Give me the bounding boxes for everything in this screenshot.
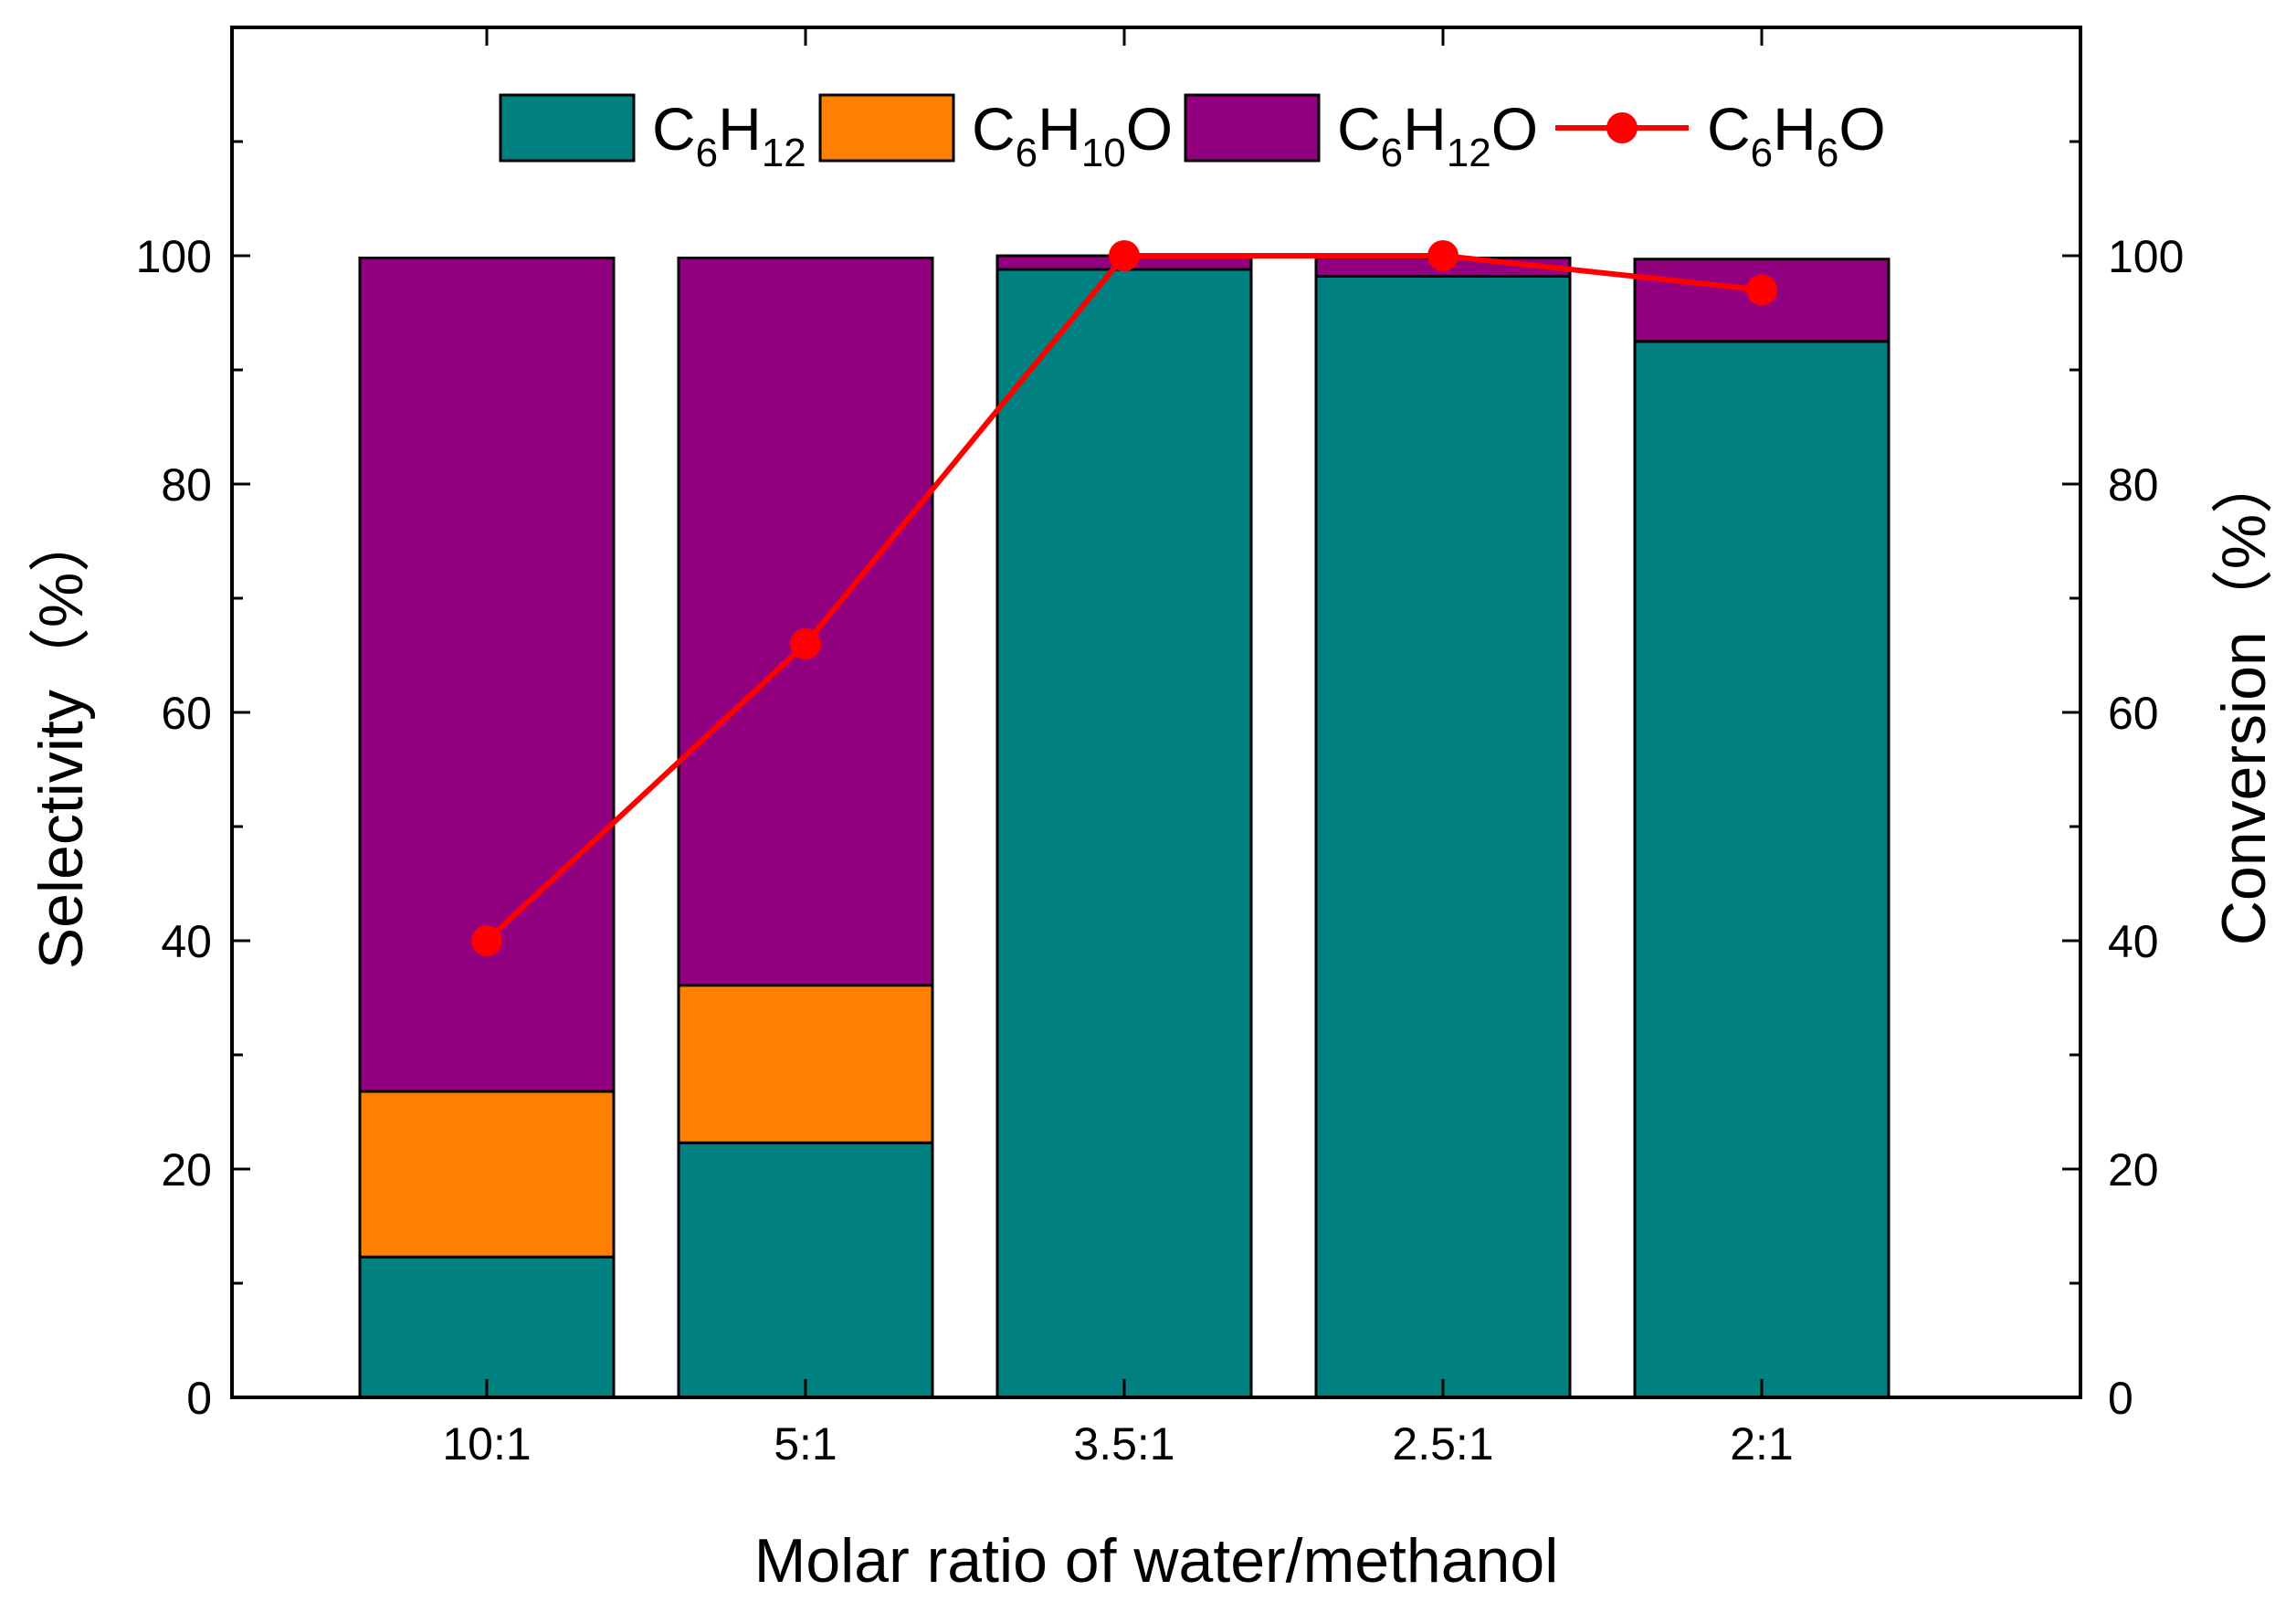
legend-item-c6h12: C6H12 [499,93,806,175]
y-tick-label-right: 80 [2108,459,2159,511]
legend-marker-c6h6o [1606,112,1638,143]
y-tick-label-left: 60 [161,688,212,739]
point-c6h6o-1 [790,628,821,659]
y-axis-label-left: Selectivity（%） [26,511,96,970]
y-tick-label-left: 0 [186,1373,212,1424]
point-c6h6o-3 [1427,240,1459,271]
bar-c6h12o-1 [677,257,934,987]
legend-swatch-c6h10o [818,93,955,163]
legend-item-c6h10o: C6H10O [818,93,1173,175]
legend: C6H12 C6H10O C6H12O C6H6O [499,93,1886,175]
legend-label: C6H12 [652,95,806,175]
bar-c6h12-2 [995,268,1253,1399]
legend-label: C6H6O [1707,95,1886,175]
x-tick-label: 5:1 [774,1418,837,1470]
x-axis-label: Molar ratio of water/methanol [754,1526,1559,1596]
x-tick-label: 2:1 [1730,1418,1794,1470]
y-tick-label-left: 80 [161,459,212,511]
legend-label: C6H10O [972,95,1173,175]
bar-c6h12o-0 [358,257,616,1093]
point-c6h6o-0 [471,925,502,956]
conversion-line-layer [471,240,1777,956]
y-tick-label-right: 20 [2108,1144,2159,1196]
x-tick-label: 3.5:1 [1073,1418,1174,1470]
legend-label: C6H12O [1337,95,1538,175]
bar-c6h12-3 [1314,275,1572,1399]
x-tick-label: 10:1 [442,1418,531,1470]
legend-item-c6h6o: C6H6O [1555,95,1886,175]
y-tick-label-right: 0 [2108,1373,2133,1424]
y-tick-label-right: 60 [2108,688,2159,739]
legend-swatch-c6h12 [499,93,636,163]
bar-c6h12-1 [677,1141,934,1399]
point-c6h6o-2 [1109,240,1140,271]
y-tick-label-left: 100 [136,231,212,282]
legend-swatch-c6h12o [1184,93,1321,163]
bar-c6h10o-1 [677,984,934,1144]
bar-c6h12o-4 [1633,258,1891,343]
legend-item-c6h12o: C6H12O [1184,93,1538,175]
bar-c6h12-0 [358,1255,616,1399]
axis-ticks: 0 20 40 60 80 100 0 20 40 60 80 100 10:1 5:1 3.5:1 2.5:… [136,26,2184,1470]
y-tick-label-right: 100 [2108,231,2184,282]
point-c6h6o-4 [1746,274,1777,306]
bar-c6h12-4 [1633,340,1891,1399]
y-tick-label-left: 20 [161,1144,212,1196]
bars-layer [358,254,1891,1399]
y-tick-label-right: 40 [2108,916,2159,967]
y-tick-label-left: 40 [161,916,212,967]
y-axis-label-right: Conversion（%） [2209,452,2279,945]
bar-c6h10o-0 [358,1090,616,1259]
x-tick-label: 2.5:1 [1392,1418,1493,1470]
